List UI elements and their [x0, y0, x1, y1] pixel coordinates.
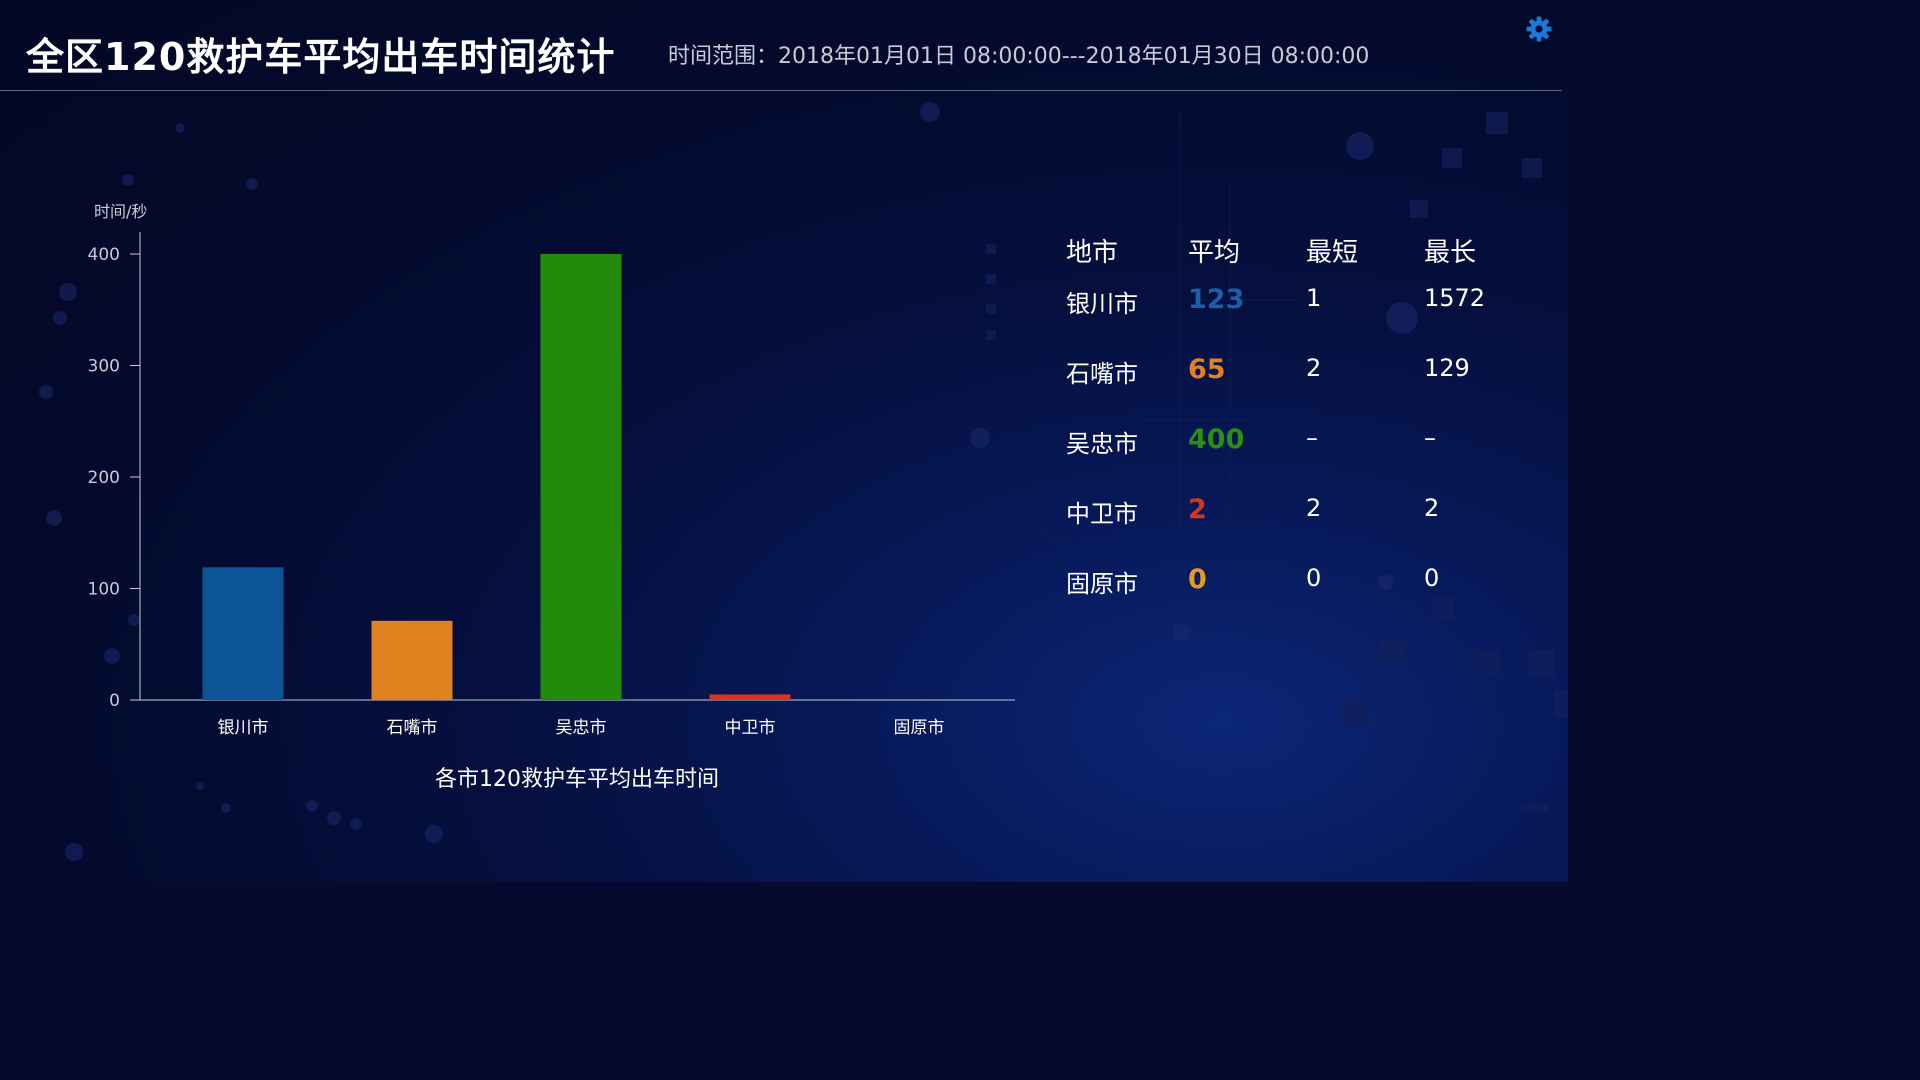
row-max: –	[1424, 424, 1436, 452]
row-avg: 123	[1188, 284, 1245, 315]
row-city: 银川市	[1066, 290, 1138, 318]
dashboard-page: 全区120救护车平均出车时间统计 时间范围：2018年01月01日 08:00:…	[0, 0, 1568, 882]
page-title: 全区120救护车平均出车时间统计	[26, 35, 616, 79]
bar-2	[540, 254, 622, 700]
table-row: 石嘴市 65 2 129	[1066, 354, 1546, 424]
y-tick-label: 400	[88, 245, 120, 265]
stats-table: 地市 平均 最短 最长 银川市 123 1 1572 石嘴市 65 2 129 …	[1066, 232, 1546, 634]
row-city: 吴忠市	[1066, 430, 1138, 458]
x-tick-label: 石嘴市	[387, 718, 438, 738]
table-row: 吴忠市 400 – –	[1066, 424, 1546, 494]
table-row: 固原市 0 0 0	[1066, 564, 1546, 634]
row-avg: 2	[1188, 494, 1207, 525]
header-avg: 平均	[1188, 238, 1241, 268]
row-avg: 0	[1188, 564, 1207, 595]
row-min: 2	[1306, 354, 1322, 382]
row-max: 129	[1424, 354, 1470, 382]
x-tick-label: 固原市	[894, 718, 945, 738]
row-min: –	[1306, 424, 1318, 452]
y-tick-label: 100	[88, 580, 120, 600]
row-max: 1572	[1424, 284, 1486, 312]
bar-chart: 时间/秒 0 100 200 300 400 银川市 石嘴市 吴忠市 中卫市 固原市 各市120…	[88, 202, 1015, 792]
bar-0	[202, 567, 284, 700]
x-tick-label: 中卫市	[725, 718, 776, 738]
row-min: 1	[1306, 284, 1322, 312]
row-city: 中卫市	[1066, 500, 1138, 528]
y-tick-label: 0	[109, 691, 120, 711]
bar-3	[709, 694, 791, 700]
y-tick-label: 300	[88, 357, 120, 377]
table-row: 银川市 123 1 1572	[1066, 284, 1546, 354]
row-max: 2	[1424, 494, 1440, 522]
background-decoration	[39, 102, 1568, 861]
row-avg: 65	[1188, 354, 1226, 385]
gear-icon[interactable]	[1524, 14, 1554, 44]
row-min: 0	[1306, 564, 1322, 592]
row-city: 固原市	[1066, 570, 1138, 598]
y-tick-label: 200	[88, 468, 120, 488]
table-row: 中卫市 2 2 2	[1066, 494, 1546, 564]
header-max: 最长	[1424, 238, 1477, 268]
time-range-label: 时间范围：	[668, 44, 779, 69]
time-range: 时间范围：2018年01月01日 08:00:00---2018年01月30日 …	[668, 38, 1369, 70]
row-max: 0	[1424, 564, 1440, 592]
x-tick-label: 银川市	[218, 718, 269, 738]
time-range-value: 2018年01月01日 08:00:00---2018年01月30日 08:00…	[778, 44, 1370, 69]
chart-caption: 各市120救护车平均出车时间	[435, 767, 719, 792]
row-avg: 400	[1188, 424, 1245, 455]
header-bar: 全区120救护车平均出车时间统计 时间范围：2018年01月01日 08:00:…	[0, 0, 1562, 91]
row-min: 2	[1306, 494, 1322, 522]
y-axis-title: 时间/秒	[94, 202, 147, 221]
x-tick-label: 吴忠市	[556, 718, 607, 738]
header-city: 地市	[1066, 238, 1119, 268]
bar-1	[371, 620, 453, 700]
header-min: 最短	[1306, 238, 1359, 268]
row-city: 石嘴市	[1066, 360, 1138, 388]
table-header-row: 地市 平均 最短 最长	[1066, 232, 1546, 284]
